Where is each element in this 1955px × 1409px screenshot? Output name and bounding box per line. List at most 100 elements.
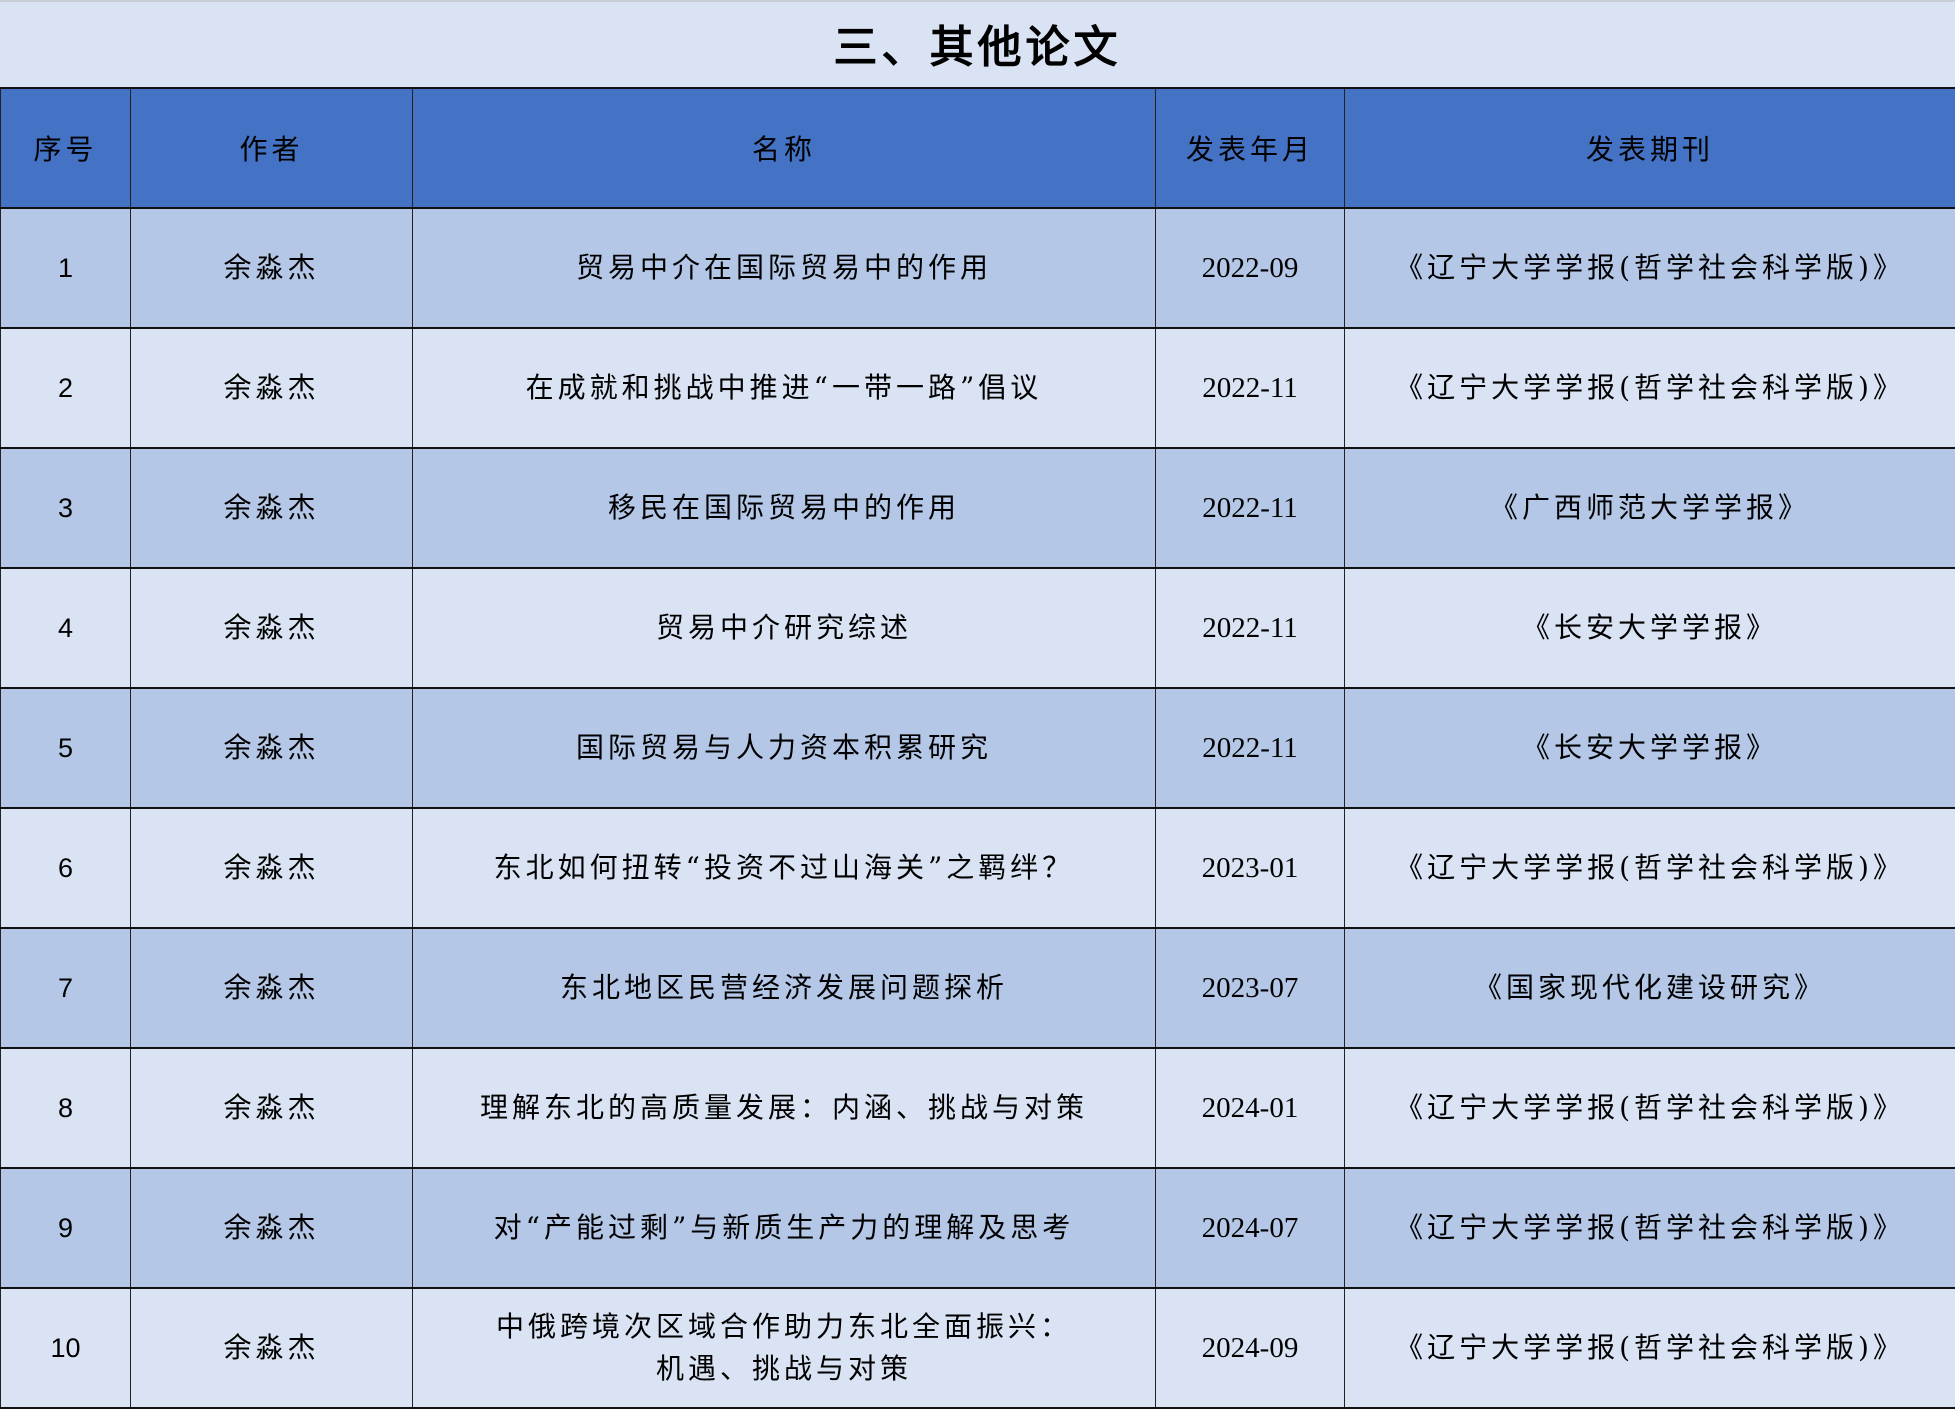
cell-journal: 《辽宁大学学报(哲学社会科学版)》 xyxy=(1344,208,1955,329)
cell-number-text: 9 xyxy=(57,1213,74,1243)
table-row: 3 余淼杰 移民在国际贸易中的作用 2022-11 《广西师范大学学报》 xyxy=(0,448,1955,569)
cell-name: 国际贸易与人力资本积累研究 xyxy=(412,688,1156,809)
cell-journal: 《辽宁大学学报(哲学社会科学版)》 xyxy=(1344,808,1955,929)
cell-author-text: 余淼杰 xyxy=(223,371,320,404)
cell-number: 5 xyxy=(0,688,131,809)
cell-author: 余淼杰 xyxy=(130,208,413,329)
cell-author-text: 余淼杰 xyxy=(223,491,320,524)
cell-author-text: 余淼杰 xyxy=(223,851,320,884)
cell-number: 2 xyxy=(0,328,131,449)
cell-date-text: 2022-11 xyxy=(1202,612,1298,644)
cell-journal: 《长安大学学报》 xyxy=(1344,568,1955,689)
cell-name-text: 贸易中介在国际贸易中的作用 xyxy=(575,251,992,284)
column-header-journal: 发表期刊 xyxy=(1344,87,1955,209)
column-header-name: 名称 xyxy=(412,87,1156,209)
table-row: 4 余淼杰 贸易中介研究综述 2022-11 《长安大学学报》 xyxy=(0,568,1955,689)
cell-date: 2024-07 xyxy=(1155,1168,1345,1289)
cell-number-text: 8 xyxy=(57,1093,74,1123)
cell-journal-text: 《长安大学学报》 xyxy=(1521,611,1778,644)
cell-name: 理解东北的高质量发展：内涵、挑战与对策 xyxy=(412,1048,1156,1169)
cell-author: 余淼杰 xyxy=(130,568,413,689)
cell-number: 3 xyxy=(0,448,131,569)
cell-author: 余淼杰 xyxy=(130,1168,413,1289)
cell-name: 东北如何扭转“投资不过山海关”之羁绊？ xyxy=(412,808,1156,929)
table-row: 9 余淼杰 对“产能过剩”与新质生产力的理解及思考 2024-07 《辽宁大学学报(哲学… xyxy=(0,1168,1955,1289)
cell-number: 10 xyxy=(0,1288,131,1409)
cell-journal: 《辽宁大学学报(哲学社会科学版)》 xyxy=(1344,1048,1955,1169)
cell-author: 余淼杰 xyxy=(130,1288,413,1409)
table-row: 10 余淼杰 中俄跨境次区域合作助力东北全面振兴： 机遇、挑战与对策 2024-09 《辽… xyxy=(0,1288,1955,1409)
cell-date: 2022-09 xyxy=(1155,208,1345,329)
cell-name-text: 在成就和挑战中推进“一带一路”倡议 xyxy=(525,371,1043,404)
cell-number-text: 5 xyxy=(57,733,74,763)
table-row: 7 余淼杰 东北地区民营经济发展问题探析 2023-07 《国家现代化建设研究》 xyxy=(0,928,1955,1049)
cell-date-text: 2023-01 xyxy=(1201,852,1299,884)
cell-name: 贸易中介在国际贸易中的作用 xyxy=(412,208,1156,329)
cell-number-text: 6 xyxy=(57,853,74,883)
cell-name-text: 国际贸易与人力资本积累研究 xyxy=(575,731,992,764)
cell-author: 余淼杰 xyxy=(130,688,413,809)
cell-journal: 《辽宁大学学报(哲学社会科学版)》 xyxy=(1344,1288,1955,1409)
cell-number-text: 3 xyxy=(57,493,74,523)
cell-author-text: 余淼杰 xyxy=(223,1331,320,1364)
cell-number: 8 xyxy=(0,1048,131,1169)
cell-date: 2024-09 xyxy=(1155,1288,1345,1409)
cell-author-text: 余淼杰 xyxy=(223,731,320,764)
cell-author: 余淼杰 xyxy=(130,1048,413,1169)
cell-number: 4 xyxy=(0,568,131,689)
cell-name-text: 东北地区民营经济发展问题探析 xyxy=(559,971,1008,1004)
cell-number: 9 xyxy=(0,1168,131,1289)
cell-name-text: 理解东北的高质量发展：内涵、挑战与对策 xyxy=(479,1091,1088,1124)
cell-name-text: 移民在国际贸易中的作用 xyxy=(607,491,960,524)
cell-name: 中俄跨境次区域合作助力东北全面振兴： 机遇、挑战与对策 xyxy=(412,1288,1156,1409)
cell-name-text: 贸易中介研究综述 xyxy=(655,611,912,644)
cell-journal-text: 《辽宁大学学报(哲学社会科学版)》 xyxy=(1395,371,1905,404)
cell-author: 余淼杰 xyxy=(130,328,413,449)
cell-name: 对“产能过剩”与新质生产力的理解及思考 xyxy=(412,1168,1156,1289)
cell-author-text: 余淼杰 xyxy=(223,1091,320,1124)
cell-date-text: 2022-11 xyxy=(1202,492,1298,524)
cell-date-text: 2022-11 xyxy=(1202,372,1298,404)
cell-number-text: 2 xyxy=(57,373,74,403)
table-row: 6 余淼杰 东北如何扭转“投资不过山海关”之羁绊？ 2023-01 《辽宁大学学报(哲学… xyxy=(0,808,1955,929)
cell-journal-text: 《辽宁大学学报(哲学社会科学版)》 xyxy=(1395,1211,1905,1244)
cell-number-text: 7 xyxy=(57,973,74,1003)
cell-journal-text: 《辽宁大学学报(哲学社会科学版)》 xyxy=(1395,851,1905,884)
column-header-author: 作者 xyxy=(130,87,413,209)
table-row: 2 余淼杰 在成就和挑战中推进“一带一路”倡议 2022-11 《辽宁大学学报(哲学社会… xyxy=(0,328,1955,449)
cell-date: 2023-07 xyxy=(1155,928,1345,1049)
cell-author-text: 余淼杰 xyxy=(223,611,320,644)
cell-journal: 《辽宁大学学报(哲学社会科学版)》 xyxy=(1344,328,1955,449)
cell-date-text: 2024-01 xyxy=(1201,1092,1299,1124)
cell-journal-text: 《广西师范大学学报》 xyxy=(1489,491,1810,524)
cell-number-text: 10 xyxy=(50,1333,81,1363)
cell-number: 1 xyxy=(0,208,131,329)
cell-name-text: 东北如何扭转“投资不过山海关”之羁绊？ xyxy=(493,851,1075,884)
column-header-date: 发表年月 xyxy=(1155,87,1345,209)
cell-date-text: 2024-09 xyxy=(1201,1332,1299,1364)
column-header-number: 序号 xyxy=(0,87,131,209)
cell-date: 2024-01 xyxy=(1155,1048,1345,1169)
cell-name: 贸易中介研究综述 xyxy=(412,568,1156,689)
cell-date-text: 2022-09 xyxy=(1201,252,1299,284)
cell-journal: 《广西师范大学学报》 xyxy=(1344,448,1955,569)
cell-author-text: 余淼杰 xyxy=(223,251,320,284)
cell-journal: 《国家现代化建设研究》 xyxy=(1344,928,1955,1049)
cell-name: 东北地区民营经济发展问题探析 xyxy=(412,928,1156,1049)
cell-date: 2022-11 xyxy=(1155,568,1345,689)
cell-journal-text: 《辽宁大学学报(哲学社会科学版)》 xyxy=(1395,251,1905,284)
cell-number-text: 1 xyxy=(57,253,74,283)
cell-author-text: 余淼杰 xyxy=(223,971,320,1004)
cell-author: 余淼杰 xyxy=(130,448,413,569)
cell-author: 余淼杰 xyxy=(130,928,413,1049)
cell-name-text: 对“产能过剩”与新质生产力的理解及思考 xyxy=(493,1211,1075,1244)
cell-date: 2022-11 xyxy=(1155,688,1345,809)
cell-date: 2022-11 xyxy=(1155,328,1345,449)
table-row: 5 余淼杰 国际贸易与人力资本积累研究 2022-11 《长安大学学报》 xyxy=(0,688,1955,809)
cell-date: 2022-11 xyxy=(1155,448,1345,569)
cell-author-text: 余淼杰 xyxy=(223,1211,320,1244)
papers-table: 序号 作者 名称 发表年月 发表期刊 1 余淼杰 贸易中介在国际贸易中的作用 2022… xyxy=(0,87,1955,1409)
cell-number: 6 xyxy=(0,808,131,929)
cell-number: 7 xyxy=(0,928,131,1049)
page-title: 三、其他论文 xyxy=(0,0,1955,87)
